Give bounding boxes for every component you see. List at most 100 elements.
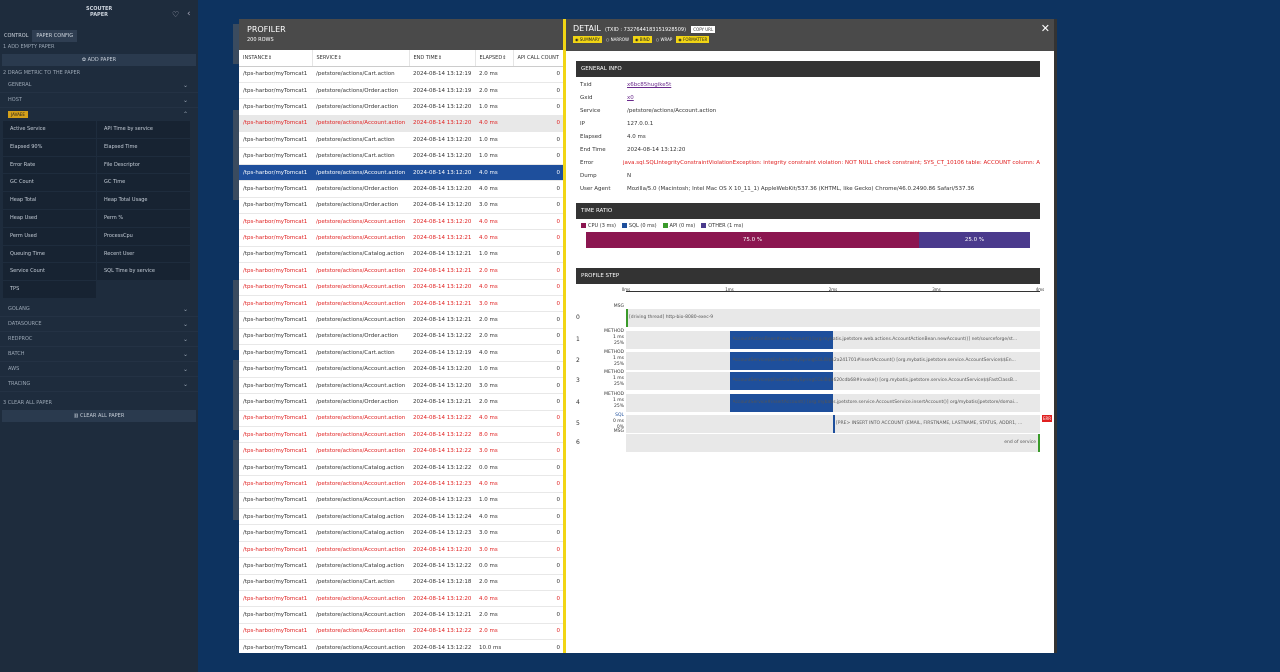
column-header[interactable]: API CALL COUNT xyxy=(513,50,563,67)
table-row[interactable]: /tps-harbor/myTomcat1/petstore/actions/A… xyxy=(239,475,563,493)
table-row[interactable]: /tps-harbor/myTomcat1/petstore/actions/C… xyxy=(239,574,563,592)
group-item[interactable]: AWS ⌄ xyxy=(0,362,198,377)
profile-step-row[interactable]: 6 MSG end of service xyxy=(566,429,1040,452)
table-row[interactable]: /tps-harbor/myTomcat1/petstore/actions/O… xyxy=(239,180,563,198)
toggle-bind[interactable]: ◉ BIND xyxy=(633,36,652,43)
info-row: Error java.sql.SQLIntegrityConstraintViol… xyxy=(576,157,1040,170)
metric-item[interactable]: GC Count xyxy=(3,174,96,192)
table-row[interactable]: /tps-harbor/myTomcat1/petstore/actions/A… xyxy=(239,623,563,641)
metric-item[interactable]: SQL Time by service xyxy=(97,263,190,281)
table-row[interactable]: /tps-harbor/myTomcat1/petstore/actions/C… xyxy=(239,246,563,264)
group-item[interactable]: TRACING ⌄ xyxy=(0,377,198,392)
metric-item[interactable]: Heap Total xyxy=(3,192,96,209)
table-row[interactable]: /tps-harbor/myTomcat1/petstore/actions/A… xyxy=(239,164,563,182)
copy-url-button[interactable]: COPY URL xyxy=(691,25,716,33)
toggle-wrap[interactable]: ○ WRAP xyxy=(654,36,675,43)
table-row[interactable]: /tps-harbor/myTomcat1/petstore/actions/A… xyxy=(239,377,563,395)
metric-item[interactable]: Heap Total Usage xyxy=(97,192,190,209)
profile-step-row[interactable]: 1 METHOD 1 ms 25% AccountActionBean#newAccou… xyxy=(566,329,1040,349)
table-row[interactable]: /tps-harbor/myTomcat1/petstore/actions/O… xyxy=(239,393,563,411)
metric-item[interactable]: Error Rate xyxy=(3,156,96,174)
detail-scrollbar[interactable] xyxy=(1054,19,1057,653)
toggle-narrow[interactable]: ○ NARROW xyxy=(604,36,631,43)
group-item[interactable]: GENERAL ⌄ xyxy=(0,78,198,93)
metric-item[interactable]: TPS xyxy=(3,281,96,298)
metric-item[interactable]: GC Time xyxy=(97,174,190,192)
group-item[interactable]: DATASOURCE ⌄ xyxy=(0,317,198,332)
metric-item[interactable]: Perm % xyxy=(97,209,190,227)
column-header[interactable]: ELAPSED⇕ xyxy=(475,50,514,67)
group-javaee[interactable]: JAVAEE ⌃ xyxy=(0,108,198,121)
profile-step-row[interactable]: 4 METHOD 1 ms 25% AccountService#insertAccou… xyxy=(566,392,1040,412)
metric-item[interactable]: Perm Used xyxy=(3,227,96,245)
table-row[interactable]: /tps-harbor/myTomcat1/petstore/actions/A… xyxy=(239,279,563,296)
table-cell: 2024-08-14 13:12:20 xyxy=(409,115,475,133)
step-type: METHOD 1 ms 25% xyxy=(566,350,624,368)
table-row[interactable]: /tps-harbor/myTomcat1/petstore/actions/C… xyxy=(239,131,563,149)
table-row[interactable]: /tps-harbor/myTomcat1/petstore/actions/A… xyxy=(239,426,563,444)
table-row[interactable]: /tps-harbor/myTomcat1/petstore/actions/O… xyxy=(239,82,563,100)
step-index: 0 xyxy=(576,314,580,321)
table-row[interactable]: /tps-harbor/myTomcat1/petstore/actions/C… xyxy=(239,524,563,542)
column-header[interactable]: INSTANCE⇕ xyxy=(239,50,313,67)
metric-item[interactable]: Active Service xyxy=(3,121,96,138)
column-header[interactable]: END TIME⇕ xyxy=(409,50,476,67)
table-row[interactable]: /tps-harbor/myTomcat1/petstore/actions/A… xyxy=(239,262,563,280)
table-row[interactable]: /tps-harbor/myTomcat1/petstore/actions/C… xyxy=(239,66,563,83)
sidebar-tab[interactable]: PAPER CONFIG xyxy=(32,30,78,42)
table-row[interactable]: /tps-harbor/myTomcat1/petstore/actions/A… xyxy=(239,590,563,608)
add-paper-button[interactable]: ✿ ADD PAPER xyxy=(2,54,196,66)
metric-item[interactable]: Heap Used xyxy=(3,209,96,227)
profile-step-row[interactable]: 5 SQL 0 ms 0% [PRE> INSERT INTO ACCOUNT (EMA… xyxy=(566,413,1053,433)
table-row[interactable]: /tps-harbor/myTomcat1/petstore/actions/C… xyxy=(239,459,563,477)
metric-item[interactable]: Service Count xyxy=(3,263,96,281)
column-header[interactable]: SERVICE⇕ xyxy=(312,50,410,67)
table-row[interactable]: /tps-harbor/myTomcat1/petstore/actions/O… xyxy=(239,197,563,215)
table-row[interactable]: /tps-harbor/myTomcat1/petstore/actions/C… xyxy=(239,147,563,165)
group-item[interactable]: GOLANG ⌄ xyxy=(0,302,198,317)
toggle-formatter[interactable]: ◉ FORMATTER xyxy=(676,36,710,43)
table-row[interactable]: /tps-harbor/myTomcat1/petstore/actions/O… xyxy=(239,98,563,116)
metric-item[interactable]: Recent User xyxy=(97,245,190,263)
metric-item[interactable]: File Descriptor xyxy=(97,156,190,174)
table-row[interactable]: /tps-harbor/myTomcat1/petstore/actions/C… xyxy=(239,344,563,362)
profile-step-row[interactable]: 0 MSG [driving thread] http-bio-8080-exec-… xyxy=(566,304,1040,327)
metric-item[interactable]: Elapsed 90% xyxy=(3,138,96,156)
table-row[interactable]: /tps-harbor/myTomcat1/petstore/actions/A… xyxy=(239,606,563,624)
table-row[interactable]: /tps-harbor/myTomcat1/petstore/actions/A… xyxy=(239,639,563,653)
table-row[interactable]: /tps-harbor/myTomcat1/petstore/actions/A… xyxy=(239,410,563,428)
info-value[interactable]: x0 xyxy=(627,95,634,101)
table-row[interactable]: /tps-harbor/myTomcat1/petstore/actions/A… xyxy=(239,492,563,510)
clear-all-paper-button[interactable]: ▥ CLEAR ALL PAPER xyxy=(2,409,196,422)
table-row[interactable]: /tps-harbor/myTomcat1/petstore/actions/A… xyxy=(239,442,563,460)
collapse-icon[interactable]: ‹ xyxy=(187,9,191,19)
table-row[interactable]: /tps-harbor/myTomcat1/petstore/actions/O… xyxy=(239,328,563,346)
metric-item[interactable]: API Time by service xyxy=(97,121,190,138)
detail-txid: (TXID : 7327644183151928509) xyxy=(605,27,687,33)
panel-resize-handle[interactable] xyxy=(563,19,566,653)
group-item[interactable]: HOST ⌄ xyxy=(0,93,198,108)
table-row[interactable]: /tps-harbor/myTomcat1/petstore/actions/A… xyxy=(239,311,563,329)
heart-icon[interactable]: ♡ xyxy=(172,10,180,19)
table-row[interactable]: /tps-harbor/myTomcat1/petstore/actions/A… xyxy=(239,229,563,247)
radio-icon: ◉ xyxy=(635,37,640,42)
table-row[interactable]: /tps-harbor/myTomcat1/petstore/actions/C… xyxy=(239,508,563,526)
group-item[interactable]: REDPROC ⌄ xyxy=(0,332,198,347)
info-value[interactable]: x6bc85hugike5t xyxy=(627,82,672,88)
table-row[interactable]: /tps-harbor/myTomcat1/petstore/actions/A… xyxy=(239,361,563,378)
table-row[interactable]: /tps-harbor/myTomcat1/petstore/actions/A… xyxy=(239,541,563,559)
close-icon[interactable]: ✕ xyxy=(1040,22,1050,35)
toggle-summary[interactable]: ◉ SUMMARY xyxy=(573,36,602,43)
group-item[interactable]: BATCH ⌄ xyxy=(0,347,198,362)
column-header-label: ELAPSED xyxy=(479,54,503,61)
table-row[interactable]: /tps-harbor/myTomcat1/petstore/actions/A… xyxy=(239,295,563,313)
sidebar-tab[interactable]: CONTROL xyxy=(4,33,29,39)
table-row[interactable]: /tps-harbor/myTomcat1/petstore/actions/A… xyxy=(239,115,563,133)
table-row[interactable]: /tps-harbor/myTomcat1/petstore/actions/C… xyxy=(239,557,563,575)
table-row[interactable]: /tps-harbor/myTomcat1/petstore/actions/A… xyxy=(239,213,563,231)
profile-step-row[interactable]: 2 METHOD 1 ms 25% AccountService$$EnhancerBy… xyxy=(566,350,1040,370)
profile-step-row[interactable]: 3 METHOD 1 ms 25% AccountService$$FastClassB… xyxy=(566,370,1040,390)
metric-item[interactable]: Elapsed Time xyxy=(97,138,190,156)
metric-item[interactable]: ProcessCpu xyxy=(97,227,190,245)
metric-item[interactable]: Queuing Time xyxy=(3,245,96,263)
